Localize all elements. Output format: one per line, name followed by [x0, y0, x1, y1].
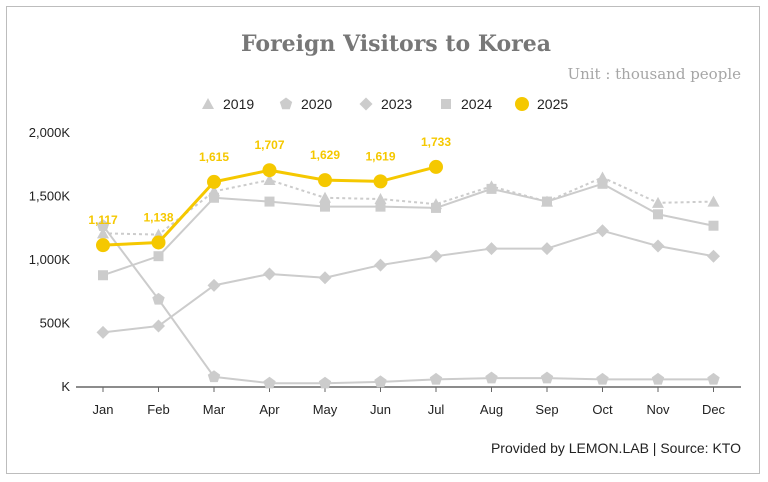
- x-tick-label: Sep: [535, 402, 558, 417]
- data-label-2025: 1,138: [143, 210, 173, 224]
- y-axis: K 500K 1,000K 1,500K 2,000K: [29, 125, 71, 394]
- legend: 2019 2020 2023 2024 2025: [202, 96, 568, 112]
- data-point-2020: [96, 219, 110, 231]
- legend-marker-2019: [202, 98, 214, 109]
- data-point-2025: [207, 174, 221, 189]
- legend-label-2023: 2023: [381, 96, 412, 112]
- data-point-2020: [540, 371, 554, 384]
- data-point-2024: [486, 183, 497, 194]
- series-line-2020: [102, 225, 714, 385]
- plot-area: 1,117 1,138 1,615 1,707 1,629 1,619 1,733: [88, 135, 720, 389]
- data-label-2025: 1,733: [421, 135, 451, 149]
- data-point-2019: [652, 196, 664, 208]
- data-point-2023: [263, 267, 276, 281]
- data-point-2020: [374, 375, 387, 388]
- x-tick-label: Aug: [480, 402, 503, 417]
- x-tick-label: Jun: [370, 402, 391, 417]
- legend-marker-2023: [359, 97, 373, 111]
- data-point-2020: [263, 376, 276, 389]
- x-tick-label: Apr: [259, 402, 280, 417]
- y-tick-label: 1,000K: [29, 252, 71, 267]
- data-label-2025: 1,117: [88, 213, 118, 227]
- y-tick-label: 2,000K: [29, 125, 71, 140]
- data-label-2025: 1,629: [310, 148, 340, 162]
- series-line-2019: [102, 176, 714, 236]
- legend-label-2019: 2019: [223, 96, 254, 112]
- data-point-2025: [373, 174, 388, 189]
- data-point-2024: [708, 220, 719, 231]
- data-point-2025: [429, 159, 443, 174]
- data-point-2019: [263, 173, 276, 185]
- data-point-2023: [429, 249, 443, 263]
- data-point-2023: [596, 224, 609, 238]
- x-tick-label: Dec: [702, 402, 726, 417]
- data-label-2025: 1,707: [254, 138, 284, 152]
- series-line-2023: [102, 229, 714, 334]
- data-point-2023: [707, 249, 720, 263]
- data-point-2025: [318, 173, 332, 188]
- legend-marker-2020: [279, 97, 293, 110]
- data-point-2024: [431, 202, 441, 213]
- legend-label-2025: 2025: [537, 96, 568, 112]
- x-tick-label: Oct: [592, 402, 613, 417]
- x-tick-label: Jan: [93, 402, 114, 417]
- data-point-2024: [653, 209, 663, 220]
- data-point-2019: [374, 193, 387, 205]
- data-point-2023: [651, 239, 665, 253]
- data-label-2025: 1,615: [199, 150, 229, 164]
- legend-marker-2024: [441, 99, 451, 109]
- data-point-2023: [540, 242, 554, 256]
- x-tick-label: Feb: [147, 402, 169, 417]
- data-point-2024: [542, 196, 552, 207]
- data-point-2025: [96, 238, 110, 253]
- x-tick-label: Nov: [646, 402, 670, 417]
- legend-label-2020: 2020: [301, 96, 332, 112]
- data-point-2020: [207, 370, 221, 383]
- data-point-2019: [319, 191, 331, 203]
- chart-title: Foreign Visitors to Korea: [241, 31, 551, 57]
- data-point-2024: [153, 251, 164, 262]
- data-point-2023: [318, 271, 332, 285]
- data-point-2023: [374, 258, 387, 272]
- data-point-2024: [264, 196, 275, 207]
- data-point-2020: [485, 371, 498, 384]
- source-note: Provided by LEMON.LAB | Source: KTO: [491, 440, 741, 456]
- data-point-2020: [596, 372, 609, 385]
- data-point-2024: [597, 178, 608, 189]
- data-point-2024: [98, 270, 108, 281]
- data-point-2023: [152, 319, 165, 333]
- data-point-2024: [209, 192, 219, 203]
- x-tick-label: Mar: [203, 402, 226, 417]
- x-tick-label: Jul: [428, 402, 445, 417]
- data-point-2023: [207, 278, 221, 292]
- data-point-2020: [651, 372, 665, 385]
- data-point-2025: [262, 163, 277, 178]
- y-tick-label: 1,500K: [29, 189, 71, 204]
- data-point-2023: [96, 325, 110, 339]
- data-point-2024: [320, 201, 330, 212]
- data-point-2020: [707, 372, 720, 385]
- y-tick-label: K: [61, 379, 70, 394]
- chart-subtitle: Unit : thousand people: [567, 65, 741, 83]
- legend-marker-2025: [515, 97, 529, 111]
- legend-label-2024: 2024: [461, 96, 492, 112]
- data-point-2024: [375, 201, 386, 212]
- data-point-2025: [151, 235, 166, 250]
- data-point-2020: [152, 292, 165, 305]
- data-point-2020: [429, 372, 443, 385]
- data-point-2023: [485, 242, 498, 256]
- data-label-2025: 1,619: [365, 149, 395, 163]
- x-tick-label: May: [313, 402, 338, 417]
- data-point-2019: [97, 227, 109, 239]
- data-point-2020: [318, 376, 332, 389]
- y-tick-label: 500K: [40, 316, 71, 331]
- data-point-2019: [707, 195, 720, 207]
- series-line-2024: [102, 182, 714, 277]
- x-axis: Jan Feb Mar Apr May Jun Jul Aug Sep Oct Nov Dec: [76, 386, 741, 417]
